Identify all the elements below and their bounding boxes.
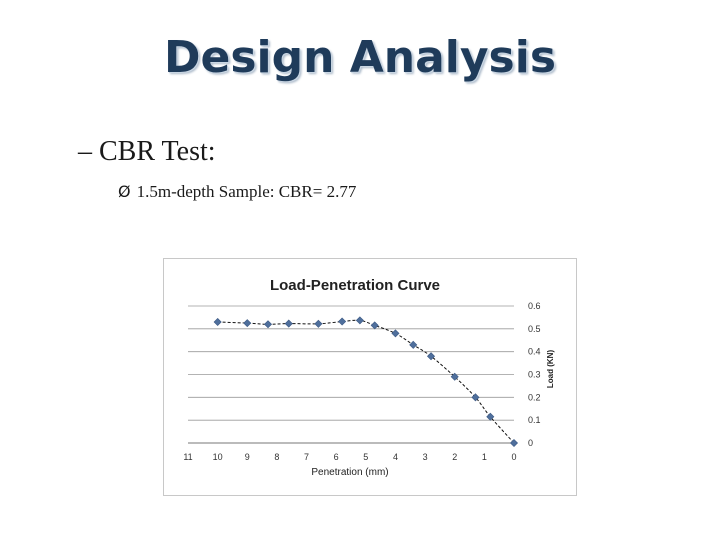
data-point-diamond [426, 352, 436, 361]
y-tick-label: 0.1 [528, 415, 541, 425]
y-tick-label: 0.2 [528, 392, 541, 402]
data-point-diamond [486, 412, 495, 421]
data-points [213, 316, 519, 448]
x-tick-label: 4 [393, 452, 398, 462]
bullet-sample-text: 1.5m-depth Sample: CBR= 2.77 [136, 182, 357, 201]
chart-frame: Load-Penetration Curve 0 0.1 0.2 0.3 0.4 0.5 0… [163, 258, 577, 496]
dash-bullet-marker: – [78, 136, 92, 167]
x-tick-label: 9 [245, 452, 250, 462]
load-penetration-chart: Load-Penetration Curve 00.10.20.30.40.50… [183, 277, 555, 478]
data-point-diamond [314, 319, 323, 328]
x-tick-label: 3 [423, 452, 428, 462]
x-tick-label: 6 [334, 452, 339, 462]
data-point-diamond [338, 317, 347, 326]
y-tick-label: 0 [528, 438, 533, 448]
x-tick-label: 11 [183, 452, 192, 462]
tick-labels: 0 0.1 0.2 0.3 0.4 0.5 0.6 0 1 2 3 4 5 6 7 8 9 10 11 [183, 301, 540, 462]
data-point-diamond [409, 340, 418, 349]
y-tick-label: 0.5 [528, 324, 541, 334]
x-tick-label: 0 [511, 452, 516, 462]
data-point-diamond [450, 372, 459, 381]
chart-title: Load-Penetration Curve [270, 277, 440, 294]
data-point-diamond [509, 438, 519, 448]
bullet-cbr-test: – CBR Test: [78, 136, 216, 168]
y-tick-label: 0.3 [528, 370, 541, 380]
x-tick-label: 7 [304, 452, 309, 462]
slide-title: Design Analysis [163, 32, 557, 83]
y-tick-label: 0.6 [528, 301, 541, 311]
data-point-diamond [243, 319, 252, 328]
x-tick-label: 10 [213, 452, 223, 462]
trendline-path [217, 319, 515, 444]
y-axis-label: Load (KN) [546, 350, 555, 389]
trend-curve [217, 319, 515, 444]
x-tick-label: 2 [452, 452, 457, 462]
data-point-diamond [355, 316, 364, 325]
bullet-cbr-test-text: CBR Test: [99, 136, 216, 167]
data-point-diamond [284, 319, 293, 328]
x-axis-label: Penetration (mm) [311, 467, 388, 478]
data-point-diamond [263, 320, 273, 329]
bullet-sample: Ø 1.5m-depth Sample: CBR= 2.77 [118, 182, 356, 202]
y-tick-label: 0.4 [528, 347, 541, 357]
x-tick-label: 8 [274, 452, 279, 462]
data-point-diamond [391, 329, 400, 338]
x-tick-label: 5 [363, 452, 368, 462]
x-tick-label: 1 [482, 452, 487, 462]
chart-grid [188, 305, 514, 444]
data-point-diamond [471, 393, 480, 402]
data-point-diamond [213, 317, 222, 327]
data-point-diamond [370, 321, 379, 330]
arrow-bullet-icon: Ø [118, 182, 131, 201]
